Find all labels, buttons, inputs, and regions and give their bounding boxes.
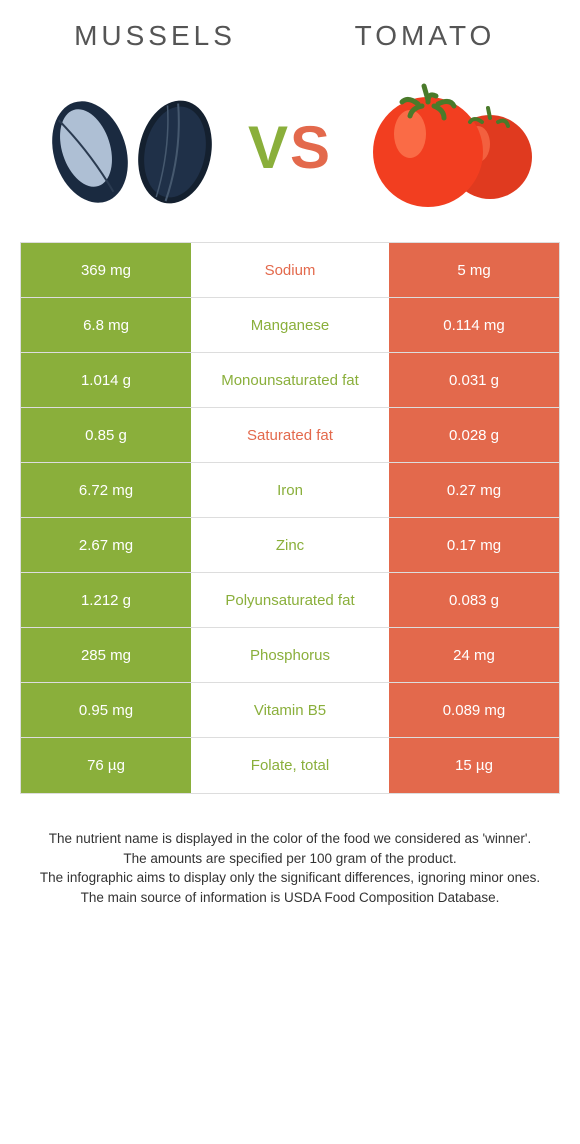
left-value: 1.014 g [21, 353, 191, 407]
table-row: 2.67 mgZinc0.17 mg [21, 518, 559, 573]
left-title: Mussels [20, 20, 290, 52]
footnote-line: The amounts are specified per 100 gram o… [30, 849, 550, 869]
left-value: 0.95 mg [21, 683, 191, 737]
right-value: 15 µg [389, 738, 559, 793]
right-value: 5 mg [389, 243, 559, 297]
footnote-line: The infographic aims to display only the… [30, 868, 550, 888]
left-value: 76 µg [21, 738, 191, 793]
nutrient-name: Sodium [191, 243, 389, 297]
left-value: 285 mg [21, 628, 191, 682]
left-value: 6.8 mg [21, 298, 191, 352]
right-value: 0.27 mg [389, 463, 559, 517]
tomato-image [350, 82, 540, 212]
mussels-image [40, 82, 230, 212]
nutrient-name: Saturated fat [191, 408, 389, 462]
hero-row: VS [20, 82, 560, 212]
right-value: 0.083 g [389, 573, 559, 627]
right-value: 0.028 g [389, 408, 559, 462]
left-value: 6.72 mg [21, 463, 191, 517]
nutrient-table: 369 mgSodium5 mg6.8 mgManganese0.114 mg1… [20, 242, 560, 794]
right-value: 0.114 mg [389, 298, 559, 352]
footnote: The nutrient name is displayed in the co… [20, 829, 560, 907]
nutrient-name: Phosphorus [191, 628, 389, 682]
right-value: 0.17 mg [389, 518, 559, 572]
right-value: 0.089 mg [389, 683, 559, 737]
title-row: Mussels Tomato [20, 20, 560, 52]
vs-s: S [290, 114, 332, 181]
table-row: 0.95 mgVitamin B50.089 mg [21, 683, 559, 738]
left-value: 2.67 mg [21, 518, 191, 572]
footnote-line: The nutrient name is displayed in the co… [30, 829, 550, 849]
nutrient-name: Folate, total [191, 738, 389, 793]
table-row: 1.014 gMonounsaturated fat0.031 g [21, 353, 559, 408]
table-row: 369 mgSodium5 mg [21, 243, 559, 298]
right-value: 24 mg [389, 628, 559, 682]
left-value: 1.212 g [21, 573, 191, 627]
vs-label: VS [248, 113, 332, 182]
left-value: 0.85 g [21, 408, 191, 462]
nutrient-name: Iron [191, 463, 389, 517]
nutrient-name: Zinc [191, 518, 389, 572]
nutrient-name: Vitamin B5 [191, 683, 389, 737]
table-row: 6.8 mgManganese0.114 mg [21, 298, 559, 353]
footnote-line: The main source of information is USDA F… [30, 888, 550, 908]
table-row: 1.212 gPolyunsaturated fat0.083 g [21, 573, 559, 628]
table-row: 0.85 gSaturated fat0.028 g [21, 408, 559, 463]
right-value: 0.031 g [389, 353, 559, 407]
vs-v: V [248, 114, 290, 181]
table-row: 285 mgPhosphorus24 mg [21, 628, 559, 683]
nutrient-name: Manganese [191, 298, 389, 352]
nutrient-name: Polyunsaturated fat [191, 573, 389, 627]
left-value: 369 mg [21, 243, 191, 297]
table-row: 76 µgFolate, total15 µg [21, 738, 559, 793]
nutrient-name: Monounsaturated fat [191, 353, 389, 407]
right-title: Tomato [290, 20, 560, 52]
table-row: 6.72 mgIron0.27 mg [21, 463, 559, 518]
